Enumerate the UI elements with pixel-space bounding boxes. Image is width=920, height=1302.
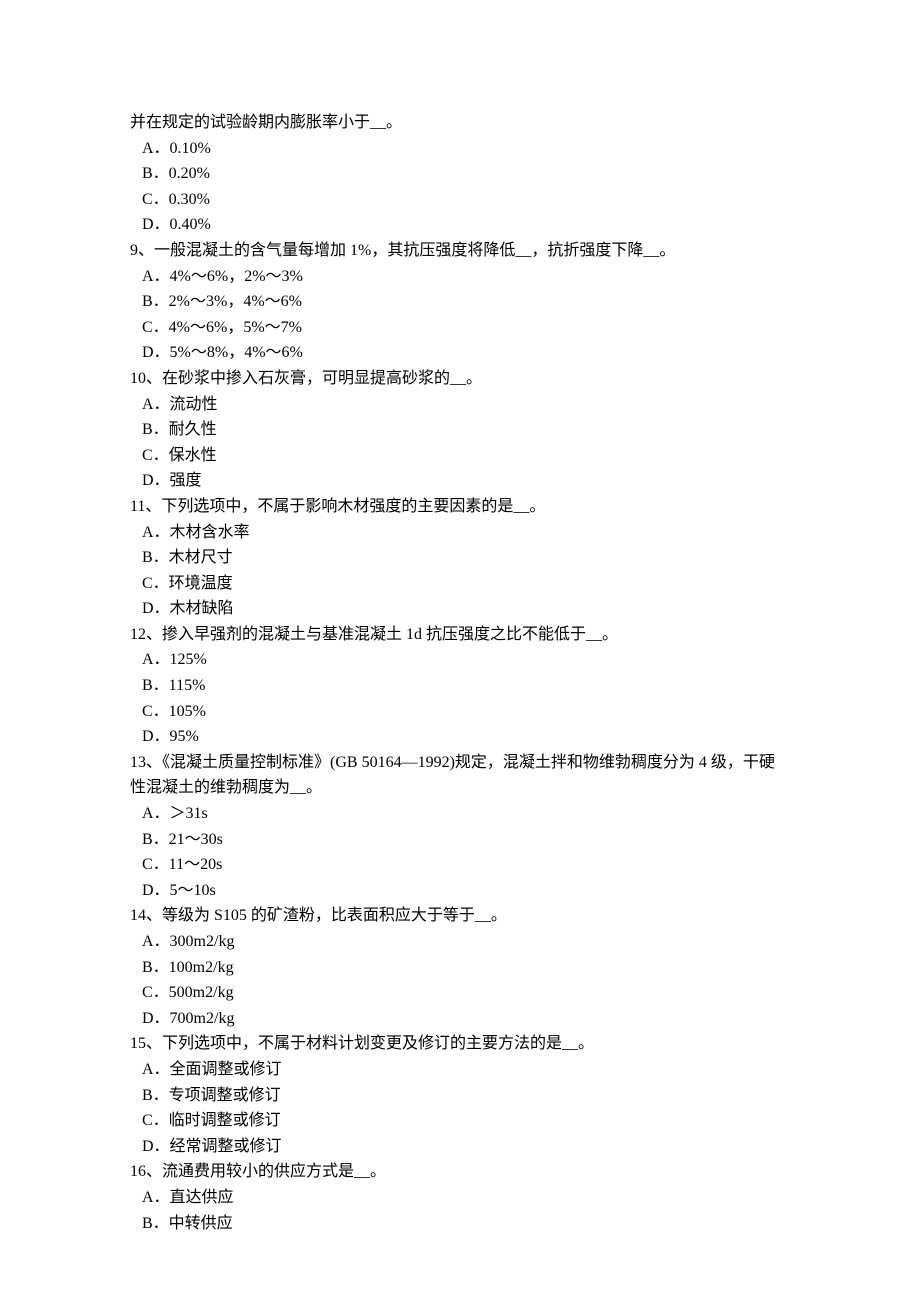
option-a: A．300m2/kg — [130, 929, 790, 955]
question-number: 9、 — [130, 242, 154, 259]
option-a: A．0.10% — [130, 136, 790, 162]
question-number: 14、 — [130, 907, 162, 924]
question-body: 一般混凝土的含气量每增加 1%，其抗压强度将降低__，抗折强度下降__。 — [154, 242, 675, 259]
option-c: C．500m2/kg — [130, 980, 790, 1006]
question-body: 下列选项中，不属于材料计划变更及修订的主要方法的是__。 — [162, 1035, 594, 1052]
option-b: B．木材尺寸 — [130, 545, 790, 571]
question-body: 在砂浆中掺入石灰膏，可明显提高砂浆的__。 — [162, 370, 482, 387]
option-c: C．105% — [130, 699, 790, 725]
option-d: D．5%～8%，4%～6% — [130, 340, 790, 366]
option-b: B．2%～3%，4%～6% — [130, 289, 790, 315]
question-number: 15、 — [130, 1035, 162, 1052]
question-body: 流通费用较小的供应方式是__。 — [162, 1163, 386, 1180]
question-12: 12、掺入早强剂的混凝土与基准混凝土 1d 抗压强度之比不能低于__。 — [130, 622, 790, 648]
option-c: C．保水性 — [130, 443, 790, 469]
option-d: D．木材缺陷 — [130, 596, 790, 622]
option-b: B．耐久性 — [130, 417, 790, 443]
question-13: 13、《混凝土质量控制标准》(GB 50164—1992)规定，混凝土拌和物维勃… — [130, 750, 790, 801]
option-d: D．700m2/kg — [130, 1006, 790, 1032]
question-number: 16、 — [130, 1163, 162, 1180]
question-9: 9、一般混凝土的含气量每增加 1%，其抗压强度将降低__，抗折强度下降__。 — [130, 238, 790, 264]
question-number: 10、 — [130, 370, 162, 387]
continuation-text: 并在规定的试验龄期内膨胀率小于__。 — [130, 110, 790, 136]
option-c: C．临时调整或修订 — [130, 1108, 790, 1134]
question-16: 16、流通费用较小的供应方式是__。 — [130, 1159, 790, 1185]
question-15: 15、下列选项中，不属于材料计划变更及修订的主要方法的是__。 — [130, 1031, 790, 1057]
option-a: A．木材含水率 — [130, 520, 790, 546]
option-d: D．5～10s — [130, 878, 790, 904]
option-a: A．＞31s — [130, 801, 790, 827]
question-14: 14、等级为 S105 的矿渣粉，比表面积应大于等于__。 — [130, 903, 790, 929]
question-11: 11、下列选项中，不属于影响木材强度的主要因素的是__。 — [130, 494, 790, 520]
option-c: C．0.30% — [130, 187, 790, 213]
question-number: 12、 — [130, 626, 162, 643]
option-a: A．125% — [130, 647, 790, 673]
option-b: B．0.20% — [130, 161, 790, 187]
option-c: C．环境温度 — [130, 571, 790, 597]
option-b: B．100m2/kg — [130, 955, 790, 981]
question-number: 13、 — [130, 754, 162, 771]
question-body: 等级为 S105 的矿渣粉，比表面积应大于等于__。 — [162, 907, 507, 924]
option-a: A．全面调整或修订 — [130, 1057, 790, 1083]
option-b: B．中转供应 — [130, 1211, 790, 1237]
question-body: 掺入早强剂的混凝土与基准混凝土 1d 抗压强度之比不能低于__。 — [162, 626, 618, 643]
option-d: D．经常调整或修订 — [130, 1134, 790, 1160]
question-body: 《混凝土质量控制标准》(GB 50164—1992)规定，混凝土拌和物维勃稠度分… — [130, 754, 775, 797]
option-b: B．115% — [130, 673, 790, 699]
option-d: D．0.40% — [130, 212, 790, 238]
option-a: A．4%～6%，2%～3% — [130, 264, 790, 290]
option-a: A．流动性 — [130, 392, 790, 418]
question-10: 10、在砂浆中掺入石灰膏，可明显提高砂浆的__。 — [130, 366, 790, 392]
option-c: C．4%～6%，5%～7% — [130, 315, 790, 341]
option-c: C．11～20s — [130, 852, 790, 878]
option-d: D．95% — [130, 724, 790, 750]
option-b: B．21～30s — [130, 827, 790, 853]
question-number: 11、 — [130, 498, 161, 515]
option-b: B．专项调整或修订 — [130, 1083, 790, 1109]
question-body: 下列选项中，不属于影响木材强度的主要因素的是__。 — [161, 498, 545, 515]
option-a: A．直达供应 — [130, 1185, 790, 1211]
option-d: D．强度 — [130, 468, 790, 494]
